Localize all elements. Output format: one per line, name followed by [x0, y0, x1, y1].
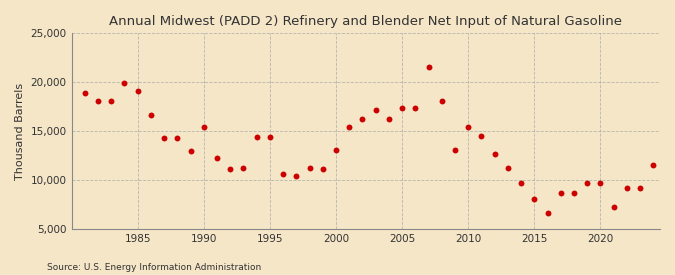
Point	[516, 181, 526, 185]
Point	[172, 136, 183, 140]
Point	[502, 166, 513, 170]
Point	[568, 190, 579, 195]
Point	[410, 105, 421, 110]
Point	[595, 181, 606, 185]
Point	[529, 197, 540, 202]
Point	[662, 151, 672, 156]
Y-axis label: Thousand Barrels: Thousand Barrels	[15, 82, 25, 180]
Point	[371, 108, 381, 113]
Point	[622, 185, 632, 190]
Point	[106, 98, 117, 103]
Point	[238, 166, 249, 170]
Point	[542, 211, 553, 215]
Point	[556, 191, 566, 196]
Point	[92, 98, 103, 103]
Point	[489, 152, 500, 157]
Point	[648, 163, 659, 167]
Point	[225, 167, 236, 171]
Text: Source: U.S. Energy Information Administration: Source: U.S. Energy Information Administ…	[47, 263, 261, 272]
Point	[211, 156, 222, 161]
Point	[463, 125, 474, 129]
Point	[423, 64, 434, 69]
Point	[132, 89, 143, 93]
Point	[450, 147, 460, 152]
Point	[582, 181, 593, 185]
Point	[476, 134, 487, 138]
Point	[119, 81, 130, 85]
Title: Annual Midwest (PADD 2) Refinery and Blender Net Input of Natural Gasoline: Annual Midwest (PADD 2) Refinery and Ble…	[109, 15, 622, 28]
Point	[146, 113, 157, 117]
Point	[251, 135, 262, 139]
Point	[277, 172, 288, 176]
Point	[357, 117, 368, 122]
Point	[317, 167, 328, 171]
Point	[291, 174, 302, 178]
Point	[608, 205, 619, 209]
Point	[198, 125, 209, 129]
Point	[159, 136, 169, 140]
Point	[304, 166, 315, 170]
Point	[331, 147, 342, 152]
Point	[344, 125, 354, 129]
Point	[634, 185, 645, 190]
Point	[80, 91, 90, 95]
Point	[397, 105, 408, 110]
Point	[265, 135, 275, 139]
Point	[383, 117, 394, 122]
Point	[185, 148, 196, 153]
Point	[437, 98, 448, 103]
